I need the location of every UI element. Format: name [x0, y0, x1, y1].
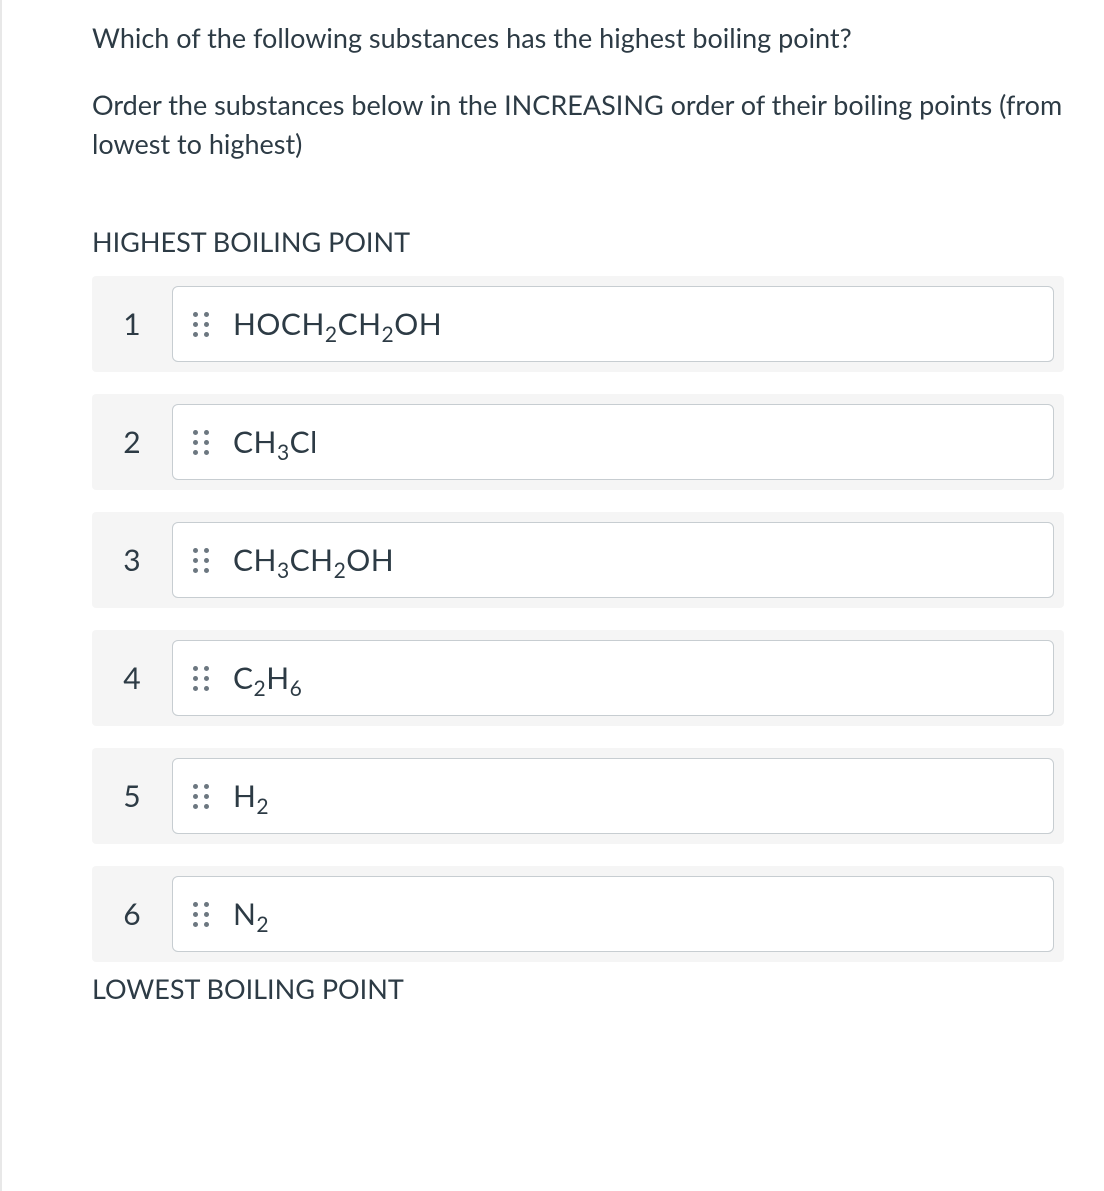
label-lowest: LOWEST BOILING POINT	[92, 972, 1064, 1005]
question-prompt-1: Which of the following substances has th…	[92, 18, 1064, 57]
rank-row: 2 CH3Cl	[92, 394, 1064, 490]
chemical-formula: CH3Cl	[233, 424, 318, 460]
drag-handle-icon[interactable]	[191, 900, 211, 928]
draggable-answer-card[interactable]: C2H6	[172, 640, 1054, 716]
rank-row: 4 C2H6	[92, 630, 1064, 726]
draggable-answer-card[interactable]: H2	[172, 758, 1054, 834]
draggable-answer-card[interactable]: CH3CH2OH	[172, 522, 1054, 598]
chemical-formula: N2	[233, 896, 269, 932]
rank-number: 1	[92, 286, 172, 362]
ranking-list: 1 HOCH2CH2OH 2 CH3Cl 3 CH3CH2OH 4 C2H6 5 H2 6 N2	[92, 276, 1064, 962]
drag-handle-icon[interactable]	[191, 782, 211, 810]
rank-row: 6 N2	[92, 866, 1064, 962]
rank-row: 3 CH3CH2OH	[92, 512, 1064, 608]
drag-handle-icon[interactable]	[191, 310, 211, 338]
draggable-answer-card[interactable]: HOCH2CH2OH	[172, 286, 1054, 362]
rank-row: 1 HOCH2CH2OH	[92, 276, 1064, 372]
rank-number: 3	[92, 522, 172, 598]
rank-number: 6	[92, 876, 172, 952]
chemical-formula: CH3CH2OH	[233, 542, 394, 578]
label-highest: HIGHEST BOILING POINT	[92, 225, 1064, 258]
rank-number: 4	[92, 640, 172, 716]
chemical-formula: C2H6	[233, 660, 302, 696]
rank-number: 5	[92, 758, 172, 834]
rank-number: 2	[92, 404, 172, 480]
draggable-answer-card[interactable]: CH3Cl	[172, 404, 1054, 480]
drag-handle-icon[interactable]	[191, 428, 211, 456]
chemical-formula: HOCH2CH2OH	[233, 306, 442, 342]
rank-row: 5 H2	[92, 748, 1064, 844]
drag-handle-icon[interactable]	[191, 546, 211, 574]
chemical-formula: H2	[233, 778, 269, 814]
question-prompt-2: Order the substances below in the INCREA…	[92, 85, 1064, 163]
draggable-answer-card[interactable]: N2	[172, 876, 1054, 952]
drag-handle-icon[interactable]	[191, 664, 211, 692]
